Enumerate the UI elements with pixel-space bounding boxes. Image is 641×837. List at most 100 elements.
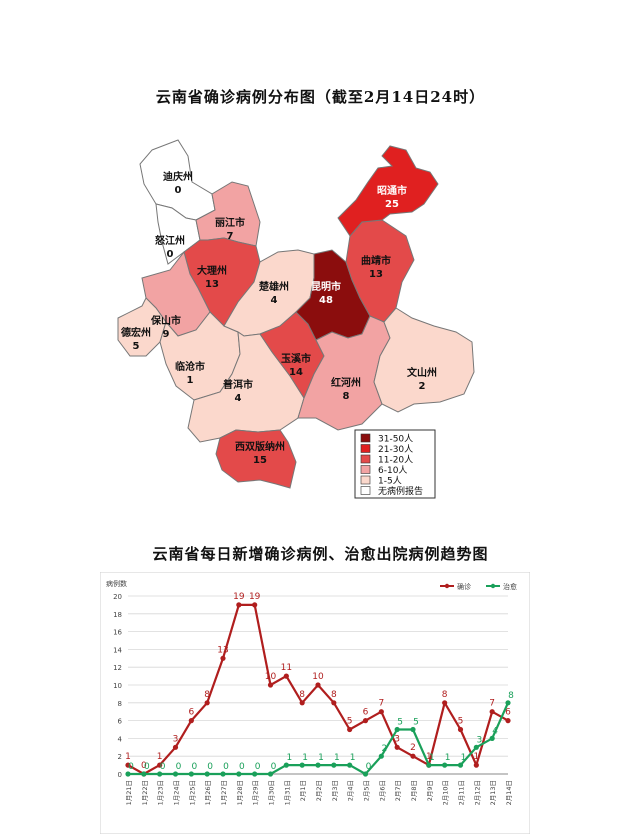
data-point [188, 771, 194, 777]
data-point [457, 762, 464, 768]
data-point [489, 735, 495, 741]
region-name-label: 德宏州 [120, 326, 151, 339]
region-name-label: 丽江市 [215, 216, 245, 229]
data-label: 11 [281, 663, 292, 673]
region-name-label: 西双版纳州 [235, 440, 285, 453]
legend-swatch [360, 454, 371, 464]
data-label: 8 [299, 690, 305, 700]
chart-title: 云南省每日新增确诊病例、治愈出院病例趋势图 [152, 545, 489, 563]
region-count-label: 1 [187, 375, 194, 386]
data-point [315, 682, 321, 688]
data-point [378, 709, 384, 715]
data-point [172, 744, 179, 750]
data-point [473, 744, 479, 750]
region-count-label: 0 [175, 185, 182, 196]
data-label: 5 [413, 718, 419, 728]
data-point [267, 682, 274, 688]
data-point [362, 718, 369, 724]
legend-swatch [360, 475, 371, 485]
data-point [299, 700, 305, 706]
data-label: 19 [233, 592, 245, 602]
data-label: 0 [128, 762, 134, 772]
x-tick-label: 1月28日 [236, 780, 244, 805]
region-count-label: 4 [271, 295, 278, 306]
data-label: 19 [249, 592, 261, 602]
data-point [331, 762, 337, 768]
region-zhaotong [337, 145, 439, 237]
chart-legend-marker [444, 583, 450, 589]
region-count-label: 0 [167, 249, 174, 260]
data-point [426, 762, 432, 768]
data-point [204, 700, 210, 706]
data-label: 0 [176, 762, 182, 772]
region-count-label: 9 [163, 329, 170, 340]
data-point [378, 753, 384, 759]
data-label: 10 [265, 672, 277, 682]
legend-label: 无病例报告 [378, 485, 423, 497]
x-tick-label: 2月8日 [410, 780, 418, 801]
data-point [505, 700, 511, 706]
region-xishuangbanna [215, 429, 297, 489]
x-tick-label: 1月22日 [141, 780, 149, 805]
data-label: 6 [363, 708, 369, 718]
region-wenshan [373, 307, 475, 413]
data-label: 8 [442, 690, 448, 700]
x-tick-label: 1月31日 [283, 780, 291, 805]
legend-swatch [360, 486, 371, 495]
x-tick-label: 2月2日 [315, 780, 323, 801]
legend-label: 11-20人 [378, 455, 413, 466]
data-point [125, 771, 131, 777]
region-count-label: 13 [369, 269, 383, 280]
data-point [394, 726, 400, 733]
data-point [283, 673, 289, 679]
region-count-label: 25 [385, 199, 399, 210]
x-tick-label: 1月27日 [220, 780, 228, 805]
y-axis-label: 病例数 [106, 579, 127, 588]
data-label: 8 [204, 690, 210, 700]
data-label: 13 [217, 645, 228, 655]
data-label: 1 [461, 753, 467, 763]
data-label: 7 [378, 699, 384, 709]
data-label: 0 [271, 762, 277, 772]
data-label: 7 [489, 699, 495, 709]
data-label: 1 [445, 753, 451, 763]
x-tick-label: 2月6日 [378, 780, 386, 801]
chart-legend-label: 确诊 [457, 582, 471, 591]
x-tick-label: 1月30日 [268, 780, 276, 805]
data-point [347, 762, 353, 768]
data-label: 2 [410, 743, 416, 753]
data-label: 1 [286, 753, 292, 763]
data-point [473, 762, 479, 768]
legend-swatch [360, 465, 371, 474]
y-tick-label: 14 [113, 646, 122, 654]
data-label: 0 [141, 761, 147, 771]
data-label: 1 [318, 753, 324, 763]
region-name-label: 玉溪市 [281, 352, 311, 365]
region-count-label: 14 [289, 367, 303, 378]
data-point [267, 771, 274, 777]
y-tick-label: 6 [118, 718, 123, 726]
data-point [204, 771, 210, 777]
data-point [157, 762, 163, 768]
legend-swatch [360, 433, 371, 443]
data-label: 5 [347, 717, 353, 727]
x-tick-label: 2月1日 [299, 780, 307, 801]
data-point [157, 771, 163, 777]
region-name-label: 昆明市 [311, 280, 341, 293]
region-name-label: 红河州 [331, 376, 361, 389]
legend-swatch [360, 444, 371, 453]
data-label: 8 [331, 690, 337, 700]
x-tick-label: 2月10日 [442, 780, 450, 805]
region-name-label: 大理州 [197, 264, 227, 277]
x-tick-label: 1月25日 [188, 780, 196, 805]
data-label: 1 [429, 753, 435, 763]
region-count-label: 8 [343, 391, 350, 402]
region-count-label: 7 [227, 231, 234, 242]
x-tick-label: 1月21日 [125, 780, 133, 805]
data-point [315, 762, 321, 768]
x-tick-label: 2月9日 [426, 780, 434, 801]
data-point [236, 771, 242, 777]
region-name-label: 曲靖市 [361, 254, 391, 267]
